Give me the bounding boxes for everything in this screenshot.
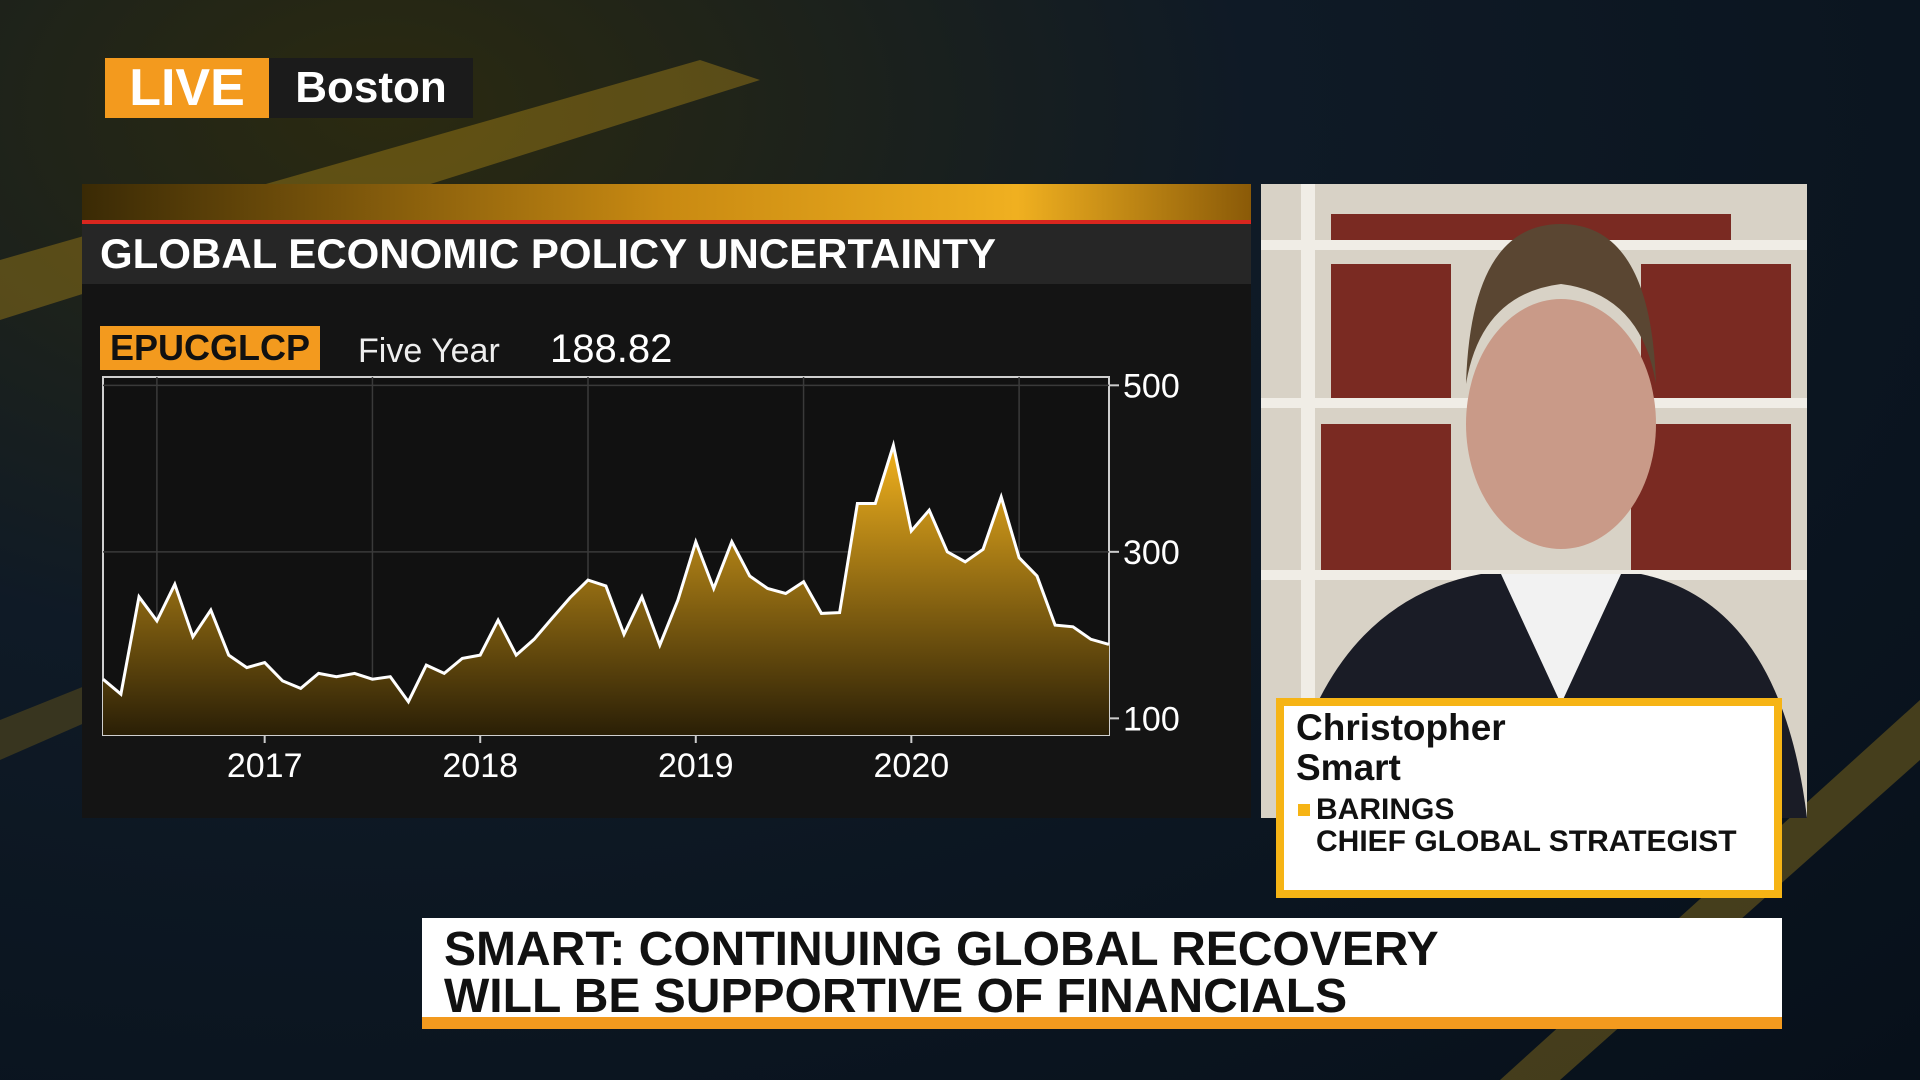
headline-line: SMART: CONTINUING GLOBAL RECOVERY bbox=[444, 923, 1439, 976]
header-rule bbox=[82, 220, 1251, 224]
role: CHIEF GLOBAL STRATEGIST bbox=[1316, 825, 1737, 858]
y-tick-label: 500 bbox=[1123, 367, 1180, 405]
x-tick-label: 2019 bbox=[658, 747, 734, 785]
y-tick-label: 300 bbox=[1123, 534, 1180, 572]
x-tick-label: 2018 bbox=[442, 747, 518, 785]
bullet bbox=[1298, 804, 1310, 816]
header-stripe bbox=[82, 184, 1251, 220]
x-tick-label: 2017 bbox=[227, 747, 303, 785]
period: Five Year bbox=[358, 332, 500, 370]
headline-line: WILL BE SUPPORTIVE OF FINANCIALS bbox=[444, 970, 1348, 1023]
live-badge: LIVE bbox=[105, 58, 269, 118]
guest-name: Christopher Smart bbox=[1296, 708, 1506, 788]
headline: SMART: CONTINUING GLOBAL RECOVERY WILL B… bbox=[422, 918, 1782, 1029]
guest-name-line: Smart bbox=[1296, 747, 1401, 788]
guest-info: BARINGS CHIEF GLOBAL STRATEGIST bbox=[1316, 794, 1737, 858]
x-tick-label: 2020 bbox=[874, 747, 950, 785]
chart-title: GLOBAL ECONOMIC POLICY UNCERTAINTY bbox=[82, 224, 1251, 284]
last-value: 188.82 bbox=[550, 327, 673, 371]
name-card: Christopher Smart BARINGS CHIEF GLOBAL S… bbox=[1276, 698, 1782, 898]
ticker: EPUCGLCP bbox=[100, 326, 321, 370]
line bbox=[102, 439, 1110, 705]
organization: BARINGS bbox=[1316, 793, 1455, 826]
location: Boston bbox=[269, 58, 473, 118]
y-tick-label: 100 bbox=[1123, 700, 1180, 738]
guest-name-line: Christopher bbox=[1296, 707, 1506, 748]
